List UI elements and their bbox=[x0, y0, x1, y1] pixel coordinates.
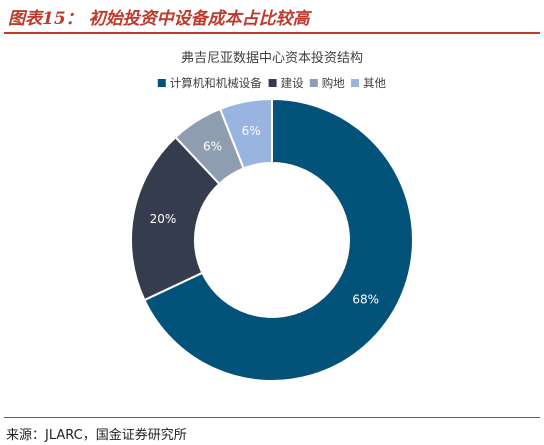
legend-swatch bbox=[351, 79, 359, 87]
donut-slice-3 bbox=[218, 97, 273, 170]
chart-title: 弗吉尼亚数据中心资本投资结构 bbox=[181, 50, 363, 66]
figure-source: 来源：JLARC，国金证券研究所 bbox=[6, 428, 187, 443]
legend-item-3: 其他 bbox=[351, 76, 386, 90]
slice-data-label-3: 6% bbox=[242, 124, 261, 138]
legend-swatch bbox=[157, 79, 166, 87]
source-rule bbox=[4, 417, 540, 418]
title-rule bbox=[4, 32, 540, 34]
legend-label: 购地 bbox=[322, 76, 345, 90]
legend-label: 计算机和机械设备 bbox=[170, 76, 262, 90]
donut-slice-0 bbox=[143, 97, 414, 382]
legend-item-1: 建设 bbox=[268, 76, 304, 90]
figure-title: 图表15： 初始投资中设备成本占比较高 bbox=[8, 9, 310, 29]
donut-slices bbox=[130, 97, 414, 382]
legend-swatch bbox=[309, 79, 318, 87]
slice-data-label-0: 68% bbox=[352, 292, 379, 306]
slice-data-label-2: 6% bbox=[203, 139, 222, 153]
legend-label: 其他 bbox=[363, 76, 386, 90]
legend-item-0: 计算机和机械设备 bbox=[157, 76, 262, 90]
slice-labels: 68% 20% 6% 6% bbox=[150, 124, 379, 307]
legend-label: 建设 bbox=[281, 76, 304, 90]
legend-swatch bbox=[268, 79, 277, 87]
chart-legend: 计算机和机械设备 建设 购地 其他 bbox=[157, 76, 386, 90]
slice-data-label-1: 20% bbox=[150, 212, 177, 226]
legend-item-2: 购地 bbox=[309, 76, 345, 90]
